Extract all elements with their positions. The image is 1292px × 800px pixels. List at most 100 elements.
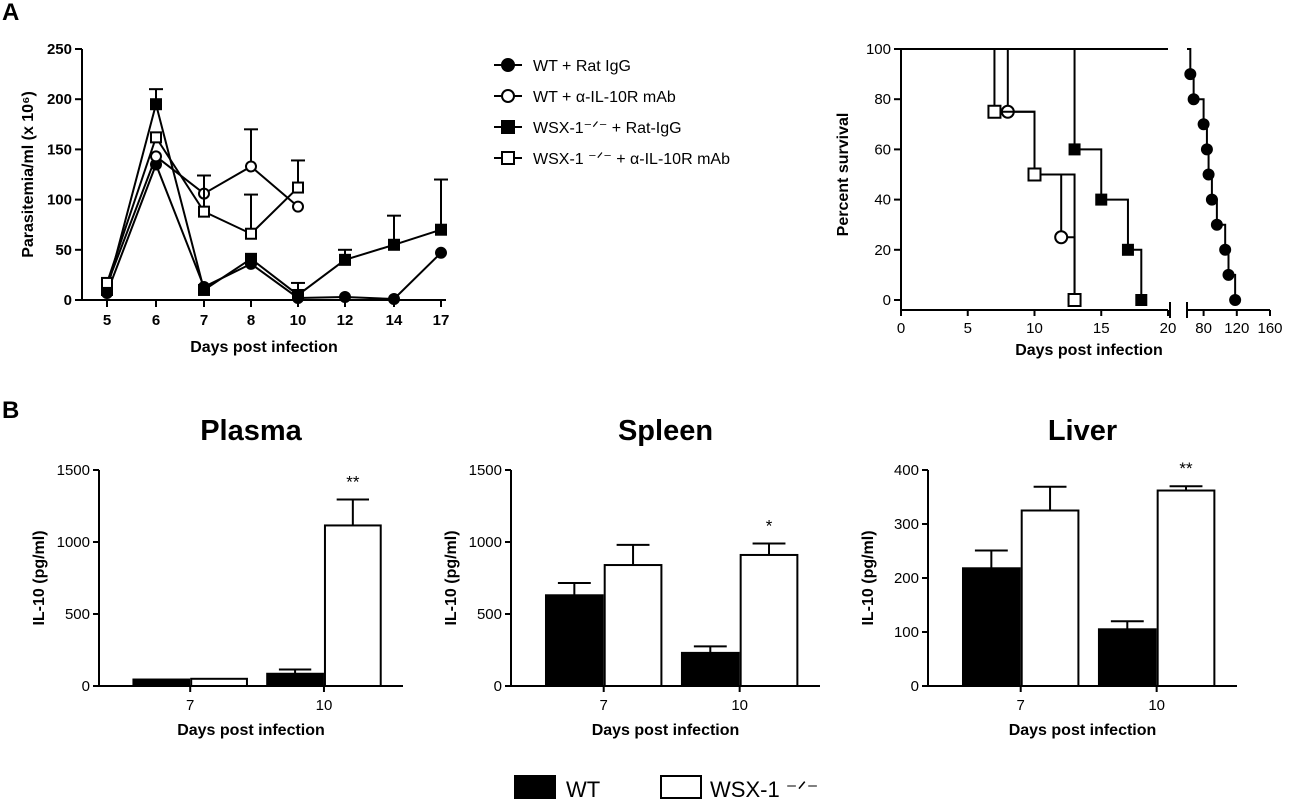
censor-point [987,104,1002,119]
y-tick-label: 200 [894,570,919,587]
legend-label: WT + α-IL-10R mAb [533,89,676,106]
x-tick-label: 7 [186,697,194,714]
parasitemia-chart: 0 50 100 150 200 250 5 6 7 8 10 12 14 17 Days post inf… [20,41,449,356]
bar [544,594,604,688]
x-tick-label: 14 [386,312,403,329]
series-line [106,161,442,301]
series-line [106,100,442,297]
bar [132,678,191,688]
y-tick-label: 150 [47,141,72,158]
y-tick-label: 0 [883,292,891,309]
significance-marker: ** [1179,459,1193,478]
data-point [245,252,257,265]
legend-treatment-groups: WT + Rat IgG WT + α-IL-10R mAb WSX-1⁻ᐟ⁻ + … [494,58,730,168]
bar [1156,489,1216,687]
y-tick-label: 1000 [469,534,502,551]
data-point [435,246,447,259]
x-tick-label: 10 [1148,697,1165,714]
survival-curve [901,48,1143,300]
censor-point [1184,68,1197,81]
censor-point [1187,93,1200,106]
x-tick-label: 80 [1195,320,1212,337]
y-tick-label: 200 [47,91,72,108]
data-point [150,150,162,163]
y-tick-label: 500 [65,606,90,623]
x-tick-label: 12 [337,312,354,329]
y-tick-label: 100 [47,192,72,209]
data-point [150,98,162,111]
x-tick-label: 5 [964,320,972,337]
data-point [388,292,400,305]
x-tick-label: 10 [731,697,748,714]
censor-point [1210,218,1223,231]
liver-chart: Liver 0 100 200 300 400 7 10 Days post infection… [860,415,1237,739]
y-tick-label: 20 [874,242,891,259]
y-tick-label: 300 [894,516,919,533]
censor-point [1200,143,1213,156]
y-tick-label: 40 [874,192,891,209]
y-tick-label: 0 [82,678,90,695]
legend-label: WT [566,777,600,800]
panel-label-a: A [2,0,19,26]
y-tick-label: 100 [866,41,891,58]
censor-point [1197,118,1210,131]
x-tick-label: 5 [103,312,111,329]
x-tick-label: 0 [897,320,905,337]
data-point [101,276,113,289]
panel-title: Spleen [618,415,713,447]
x-tick-label: 15 [1093,320,1110,337]
y-tick-label: 500 [477,606,502,623]
x-tick-label: 7 [600,697,608,714]
survival-curve [901,48,1076,300]
data-point [388,238,400,251]
spleen-chart: Spleen 0 500 1000 1500 7 10 Days post infection… [443,415,820,739]
data-point [292,288,304,301]
legend-label: WSX-1 ⁻ᐟ⁻ + α-IL-10R mAb [533,151,730,168]
legend-swatch [660,775,702,799]
bar [603,564,663,687]
legend-genotype: WT WSX-1 ⁻ᐟ⁻ [514,775,818,800]
y-tick-label: 1500 [57,462,90,479]
data-point [198,283,210,296]
censor-point [1054,230,1069,245]
data-point [150,131,162,144]
x-tick-label: 7 [1017,697,1025,714]
x-tick-label: 10 [290,312,307,329]
x-tick-label: 10 [316,697,333,714]
data-point [339,290,351,303]
x-tick-label: 160 [1257,320,1282,337]
y-tick-label: 0 [494,678,502,695]
censor-point [1095,193,1108,206]
y-tick-label: 250 [47,41,72,58]
y-tick-label: 100 [894,624,919,641]
y-tick-label: 1500 [469,462,502,479]
censor-point [1205,193,1218,206]
survival-chart: 0 20 40 60 80 100 0 5 10 15 20 80 120 160 Days post in… [835,41,1283,359]
legend-marker [501,58,515,72]
censor-point [1027,167,1042,182]
data-point [292,200,304,213]
y-tick-label: 0 [911,678,919,695]
legend-marker [501,89,515,103]
x-tick-label: 6 [152,312,160,329]
data-point [245,227,257,240]
y-axis-title: Percent survival [835,113,852,237]
y-axis-title: IL-10 (pg/ml) [443,530,460,625]
x-axis-title: Days post infection [592,722,740,739]
panel-title: Liver [1048,415,1117,447]
x-axis-title: Days post infection [1009,722,1157,739]
bar [266,672,324,688]
censor-point [1121,243,1134,256]
bar [1097,628,1157,687]
bar [1020,509,1080,687]
x-tick-label: 17 [433,312,450,329]
bar [323,524,382,687]
data-point [339,253,351,266]
x-tick-label: 10 [1026,320,1043,337]
x-tick-label: 20 [1160,320,1177,337]
y-tick-label: 60 [874,141,891,158]
significance-marker: * [766,516,773,535]
data-point [245,160,257,173]
panel-label-b: B [2,397,19,424]
